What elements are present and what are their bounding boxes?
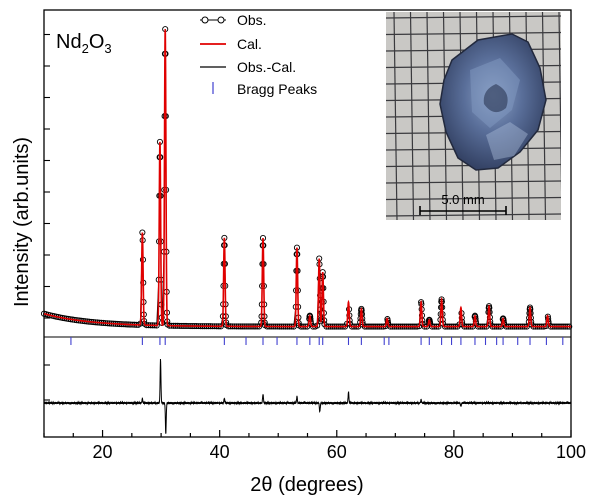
- sample-label: Nd2O3: [56, 31, 112, 56]
- x-tick-label-20: 20: [93, 442, 113, 462]
- bragg-peaks-series: [70, 337, 564, 345]
- cal-series-line: [43, 29, 571, 328]
- y-axis-label: Intensity (arb.units): [11, 137, 33, 307]
- legend-entry-bragg: Bragg Peaks: [212, 81, 317, 97]
- legend-label-obs: Obs.: [237, 12, 267, 28]
- legend-label-cal: Cal.: [237, 36, 262, 52]
- x-tick-label-80: 80: [444, 442, 464, 462]
- x-tick-label-100: 100: [556, 442, 586, 462]
- legend-label-diff: Obs.-Cal.: [237, 59, 296, 75]
- crystal-photo-inset: 5.0 mm: [386, 12, 561, 220]
- legend-entry-obs: Obs.: [200, 12, 267, 28]
- x-tick-label-40: 40: [210, 442, 230, 462]
- y-axis: [44, 33, 50, 401]
- legend: Obs. Cal. Obs.-Cal. Bragg Peaks: [200, 12, 317, 97]
- legend-entry-diff: Obs.-Cal.: [200, 59, 296, 75]
- legend-entry-cal: Cal.: [200, 36, 262, 52]
- x-axis-label: 2θ (degrees): [250, 474, 363, 496]
- legend-label-bragg: Bragg Peaks: [237, 81, 317, 97]
- difference-series-line: [43, 358, 572, 434]
- x-tick-label-60: 60: [327, 442, 347, 462]
- x-axis: 20 40 60 80 100: [43, 430, 586, 462]
- scale-bar-label: 5.0 mm: [441, 192, 484, 207]
